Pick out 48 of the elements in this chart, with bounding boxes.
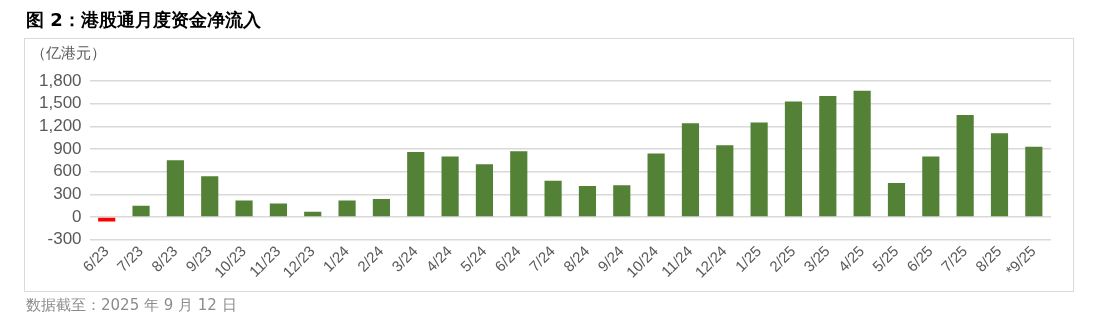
text: 数据截至：2025 年 9 月 12 日 bbox=[26, 296, 238, 315]
y-tick-label: 1,200 bbox=[38, 116, 82, 136]
bar bbox=[510, 151, 528, 217]
bar bbox=[372, 198, 390, 217]
bar bbox=[819, 96, 837, 217]
x-tick-label: 6/25 bbox=[903, 242, 936, 275]
x-tick-label: 9/23 bbox=[182, 242, 215, 275]
x-tick-label: 4/25 bbox=[834, 242, 868, 275]
bar bbox=[475, 164, 494, 217]
y-tick-label: 300 bbox=[53, 184, 82, 204]
bar bbox=[887, 183, 906, 217]
y-tick-label: -300 bbox=[47, 229, 82, 249]
bar bbox=[681, 123, 700, 217]
x-tick-label: 7/25 bbox=[937, 242, 971, 275]
y-axis-title: （亿港元） bbox=[31, 44, 106, 63]
x-tick-label: 7/23 bbox=[113, 242, 147, 275]
bar bbox=[1025, 146, 1043, 217]
bar bbox=[784, 101, 803, 217]
y-tick-label: 1,800 bbox=[38, 70, 82, 90]
chart-title: 图 2：港股通月度资金净流入 bbox=[26, 8, 262, 32]
bar bbox=[750, 122, 768, 217]
bar bbox=[338, 200, 356, 217]
bar bbox=[132, 205, 150, 217]
y-tick-label: 900 bbox=[53, 138, 82, 158]
x-tick-label: 4/24 bbox=[422, 242, 456, 275]
bar bbox=[201, 176, 219, 217]
y-tick-label: 0 bbox=[72, 206, 82, 226]
bar bbox=[613, 185, 631, 217]
bar bbox=[407, 152, 425, 217]
y-tick-label: 1,500 bbox=[38, 93, 82, 113]
bar bbox=[166, 160, 184, 217]
bar bbox=[990, 133, 1009, 217]
x-tick-label: 6/23 bbox=[79, 242, 112, 275]
bar bbox=[578, 186, 597, 217]
bar bbox=[716, 145, 734, 217]
bar bbox=[544, 180, 562, 217]
bar bbox=[853, 90, 871, 217]
x-tick-label: 9/24 bbox=[594, 242, 627, 275]
bar bbox=[922, 156, 940, 217]
bar bbox=[956, 115, 974, 217]
bar bbox=[235, 200, 253, 217]
bar bbox=[441, 156, 459, 217]
bar bbox=[269, 203, 287, 217]
bar bbox=[98, 217, 116, 222]
bar bbox=[647, 153, 665, 217]
y-tick-label: 600 bbox=[53, 161, 82, 181]
x-tick-label: 7/24 bbox=[525, 242, 559, 275]
x-tick-label: 6/24 bbox=[491, 242, 524, 275]
